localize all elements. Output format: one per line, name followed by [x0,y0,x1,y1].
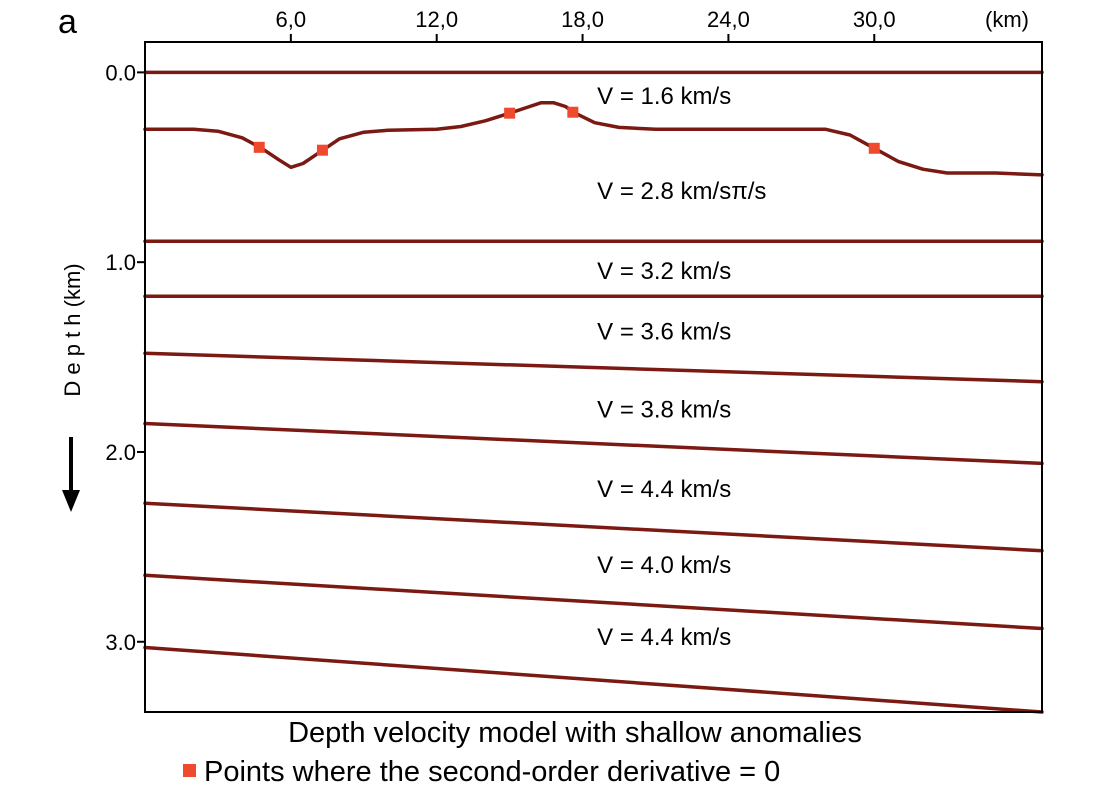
interface-line-interface-7 [143,501,1044,553]
y-tick-label: 3.0 [105,630,136,655]
y-tick-label: 0.0 [105,60,136,85]
depth-direction-arrow-icon [62,437,80,512]
x-tick-label: 12,0 [415,7,458,32]
x-tick-label: 24,0 [707,7,750,32]
inflection-point-marker [868,142,880,154]
interface-lines [143,70,1044,714]
interface-line-interface-8 [143,573,1044,631]
layer-velocity-label: V = 3.8 km/s [597,396,731,423]
layer-velocity-label: V = 4.4 km/s [597,476,731,503]
inflection-point-marker [316,144,328,156]
plot-frame [144,41,1043,713]
layer-velocity-label: V = 3.6 km/s [597,318,731,345]
layer-velocity-labels: V = 1.6 km/s V = 2.8 km/sπ/s V = 3.2 km/s V… [597,83,766,651]
inflection-point-marker [567,106,579,118]
layer-velocity-label: V = 4.0 km/s [597,552,731,579]
figure-caption-title: Depth velocity model with shallow anomal… [288,717,862,749]
x-axis-unit-label: (km) [985,7,1029,32]
inflection-markers [253,106,880,156]
interface-line-interface-9 [143,645,1044,714]
inflection-point-marker [253,141,265,153]
legend-label: Points where the second-order derivative… [204,756,780,788]
x-tick-label: 6,0 [276,7,307,32]
x-tick-label: 18,0 [561,7,604,32]
layer-velocity-label: V = 2.8 km/sπ/s [597,178,766,205]
x-tick-label: 30,0 [853,7,896,32]
y-axis-label: D e p t h (km) [60,263,85,396]
panel-label: a [58,3,77,41]
x-axis-ticks: 6,0 12,0 18,0 24,0 30,0 [276,7,896,42]
interface-line-anomaly-interface [143,100,1044,177]
y-tick-label: 2.0 [105,440,136,465]
layer-velocity-label: V = 4.4 km/s [597,624,731,651]
y-axis-ticks: 0.0 1.0 2.0 3.0 [105,60,145,655]
legend-marker-icon [183,764,196,777]
y-tick-label: 1.0 [105,250,136,275]
interface-line-interface-6 [143,421,1044,466]
layer-velocity-label: V = 1.6 km/s [597,83,731,110]
layer-velocity-label: V = 3.2 km/s [597,258,731,285]
inflection-point-marker [504,107,516,119]
interface-line-interface-5 [143,351,1044,384]
